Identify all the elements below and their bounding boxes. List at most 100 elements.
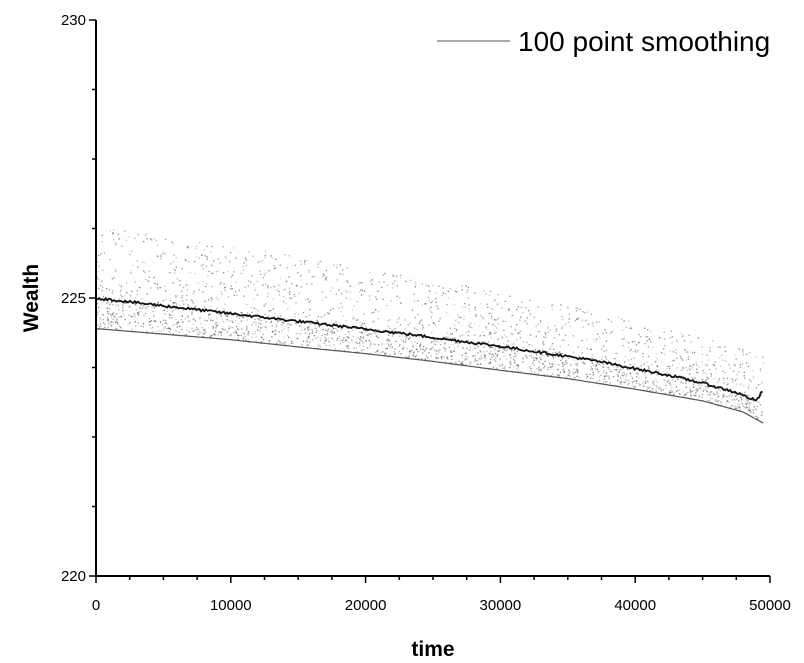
scatter-point xyxy=(315,327,317,329)
scatter-point xyxy=(475,314,477,316)
scatter-point xyxy=(157,326,159,328)
scatter-point xyxy=(150,287,152,289)
scatter-point xyxy=(227,270,229,272)
scatter-point xyxy=(210,272,213,274)
scatter-point xyxy=(446,332,448,334)
scatter-point xyxy=(156,255,159,257)
scatter-point xyxy=(324,340,326,342)
scatter-point xyxy=(372,321,374,323)
scatter-point xyxy=(126,282,128,284)
scatter-point xyxy=(745,397,747,399)
scatter-point xyxy=(551,365,553,367)
scatter-point xyxy=(602,332,604,335)
scatter-point xyxy=(115,320,117,322)
scatter-point xyxy=(543,336,545,338)
scatter-point xyxy=(413,355,415,357)
scatter-point xyxy=(419,349,421,351)
scatter-point xyxy=(107,326,109,328)
scatter-point xyxy=(203,248,205,251)
scatter-point xyxy=(413,351,416,353)
scatter-point xyxy=(624,372,626,374)
scatter-point xyxy=(447,336,449,338)
scatter-point xyxy=(387,338,389,340)
scatter-point xyxy=(440,344,442,346)
scatter-point xyxy=(265,283,267,285)
scatter-point xyxy=(517,364,519,366)
scatter-point xyxy=(439,349,441,351)
scatter-point xyxy=(253,321,255,323)
scatter-point xyxy=(147,306,149,308)
scatter-point xyxy=(554,352,557,354)
scatter-point xyxy=(694,377,696,379)
scatter-point xyxy=(359,291,361,293)
scatter-point xyxy=(220,309,222,312)
scatter-point xyxy=(212,272,214,275)
scatter-point xyxy=(450,350,452,352)
scatter-point xyxy=(432,346,434,348)
scatter-point xyxy=(96,261,98,263)
scatter-point xyxy=(453,350,455,352)
smoothing-line xyxy=(95,296,763,402)
scatter-point xyxy=(326,329,328,331)
scatter-point xyxy=(514,361,516,364)
scatter-point xyxy=(421,328,423,330)
scatter-point xyxy=(504,300,506,303)
scatter-point xyxy=(630,375,632,377)
scatter-point xyxy=(501,336,504,339)
scatter-point xyxy=(537,306,539,308)
scatter-point xyxy=(198,309,200,311)
scatter-point xyxy=(658,370,660,372)
scatter-point xyxy=(634,386,636,389)
scatter-point xyxy=(587,323,589,325)
scatter-point xyxy=(191,311,193,313)
scatter-point xyxy=(111,292,113,294)
scatter-point xyxy=(306,259,308,262)
scatter-point xyxy=(498,363,500,365)
scatter-point xyxy=(713,364,716,366)
scatter-point xyxy=(273,265,275,267)
scatter-point xyxy=(711,401,713,404)
scatter-point xyxy=(274,334,276,336)
scatter-point xyxy=(260,260,262,262)
scatter-point xyxy=(246,312,249,314)
scatter-point xyxy=(609,382,611,384)
scatter-point xyxy=(743,375,745,377)
scatter-point xyxy=(164,323,167,325)
scatter-point xyxy=(490,333,492,335)
scatter-point xyxy=(414,316,416,319)
scatter-point xyxy=(596,369,598,371)
scatter-point xyxy=(414,286,416,288)
scatter-point xyxy=(347,346,349,348)
scatter-point xyxy=(99,285,102,287)
scatter-point xyxy=(441,358,443,360)
scatter-point xyxy=(265,303,267,305)
scatter-point xyxy=(157,288,159,290)
scatter-point xyxy=(195,247,197,250)
scatter-point xyxy=(517,365,520,367)
scatter-point xyxy=(732,380,734,382)
scatter-point xyxy=(256,329,259,331)
scatter-point xyxy=(391,287,394,289)
scatter-point xyxy=(118,316,120,318)
scatter-point xyxy=(437,308,439,310)
scatter-point xyxy=(701,378,703,381)
scatter-point xyxy=(134,321,136,323)
scatter-point xyxy=(676,357,678,359)
scatter-point xyxy=(375,351,377,353)
scatter-point xyxy=(663,353,666,356)
scatter-point xyxy=(440,357,443,359)
scatter-point xyxy=(176,322,178,324)
scatter-point xyxy=(633,357,635,359)
scatter-point xyxy=(431,300,434,303)
scatter-point xyxy=(340,302,342,305)
scatter-point xyxy=(492,308,494,310)
scatter-point xyxy=(107,313,110,315)
scatter-point xyxy=(275,258,277,261)
scatter-point xyxy=(348,341,350,343)
scatter-point xyxy=(160,258,162,260)
scatter-point xyxy=(369,271,371,273)
scatter-point xyxy=(507,344,510,346)
scatter-point xyxy=(109,258,111,261)
scatter-point xyxy=(646,336,648,338)
scatter-point xyxy=(682,395,684,397)
